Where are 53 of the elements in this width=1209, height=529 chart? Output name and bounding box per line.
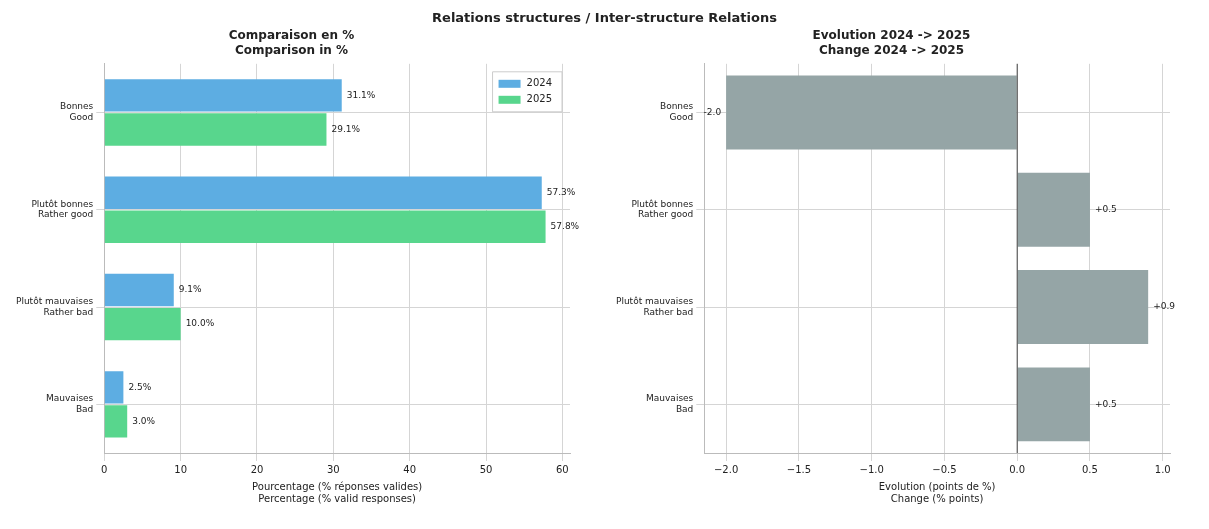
chart-title: Comparaison en % Comparison in % [228, 28, 355, 57]
data-label: 29.1% [331, 123, 361, 134]
data-label: +0.5 [1094, 398, 1117, 409]
x-tick-label: 0 [101, 463, 108, 475]
bar [104, 176, 542, 209]
legend-label: 2025 [526, 93, 552, 105]
bar [1017, 172, 1090, 247]
bar [1017, 367, 1090, 442]
x-tick-label: 60 [556, 463, 569, 475]
y-tick-label: Plutôt mauvaises Rather bad [615, 295, 694, 317]
x-tick-label: 20 [250, 463, 264, 475]
data-label: +0.5 [1094, 204, 1117, 215]
y-tick-label: Plutôt bonnes Rather good [631, 198, 694, 220]
x-tick-label: 0.0 [1009, 463, 1026, 475]
x-tick-label: 30 [326, 463, 340, 475]
bar [104, 79, 342, 112]
y-tick-label: Bonnes Good [59, 101, 94, 123]
bar [104, 210, 546, 243]
data-label: 31.1% [346, 89, 376, 100]
legend-label: 2024 [526, 77, 552, 89]
y-tick-label: Plutôt mauvaises Rather bad [15, 295, 94, 317]
bar [726, 75, 1017, 150]
x-tick-label: 40 [403, 463, 417, 475]
data-label: 9.1% [178, 284, 203, 295]
x-tick-label: 10 [174, 463, 188, 475]
data-label: 10.0% [185, 318, 215, 329]
y-tick-label: Bonnes Good [659, 101, 694, 123]
x-axis-title: Evolution (points de %) Change (% points) [878, 480, 996, 504]
x-tick-label: 1.0 [1154, 463, 1171, 475]
x-tick-label: 50 [479, 463, 493, 475]
y-tick-label: Mauvaises Bad [46, 393, 94, 415]
x-axis-title: Pourcentage (% réponses valides) Percentage (% valid responses) [252, 480, 423, 504]
chart-title: Evolution 2024 -> 2025 Change 2024 -> 2025 [812, 28, 971, 57]
data-label: 57.3% [546, 187, 576, 198]
y-tick-label: Mauvaises Bad [646, 393, 694, 415]
text: Relations structures / Inter-structure Relations [431, 9, 778, 27]
y-tick-label: Plutôt bonnes Rather good [31, 198, 94, 220]
bar [104, 307, 181, 341]
bar [104, 371, 124, 404]
bar [104, 405, 128, 438]
data-label: 3.0% [132, 415, 156, 426]
x-tick-label: 0.5 [1082, 463, 1098, 475]
bar [104, 273, 174, 307]
data-label: 2.5% [128, 381, 152, 392]
x-tick-label: −1.0 [859, 463, 884, 475]
bar [1017, 270, 1149, 345]
data-label: -2.0 [703, 106, 722, 117]
x-tick-label: −0.5 [932, 463, 957, 475]
data-label: 57.8% [550, 221, 580, 232]
bar [104, 113, 327, 146]
x-tick-label: −2.0 [713, 463, 739, 475]
data-label: +0.9 [1153, 301, 1176, 312]
x-tick-label: −1.5 [786, 463, 812, 475]
